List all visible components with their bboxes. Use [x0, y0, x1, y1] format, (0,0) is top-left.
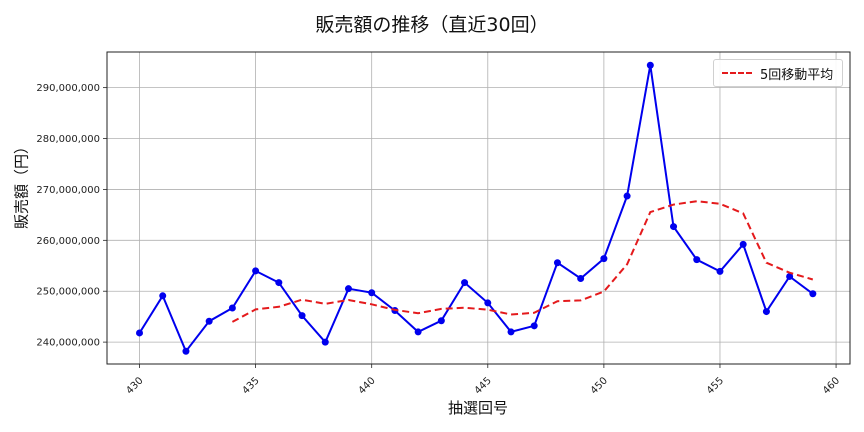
data-point: [670, 223, 678, 231]
y-tick-label: 260,000,000: [36, 236, 100, 247]
data-point: [275, 279, 283, 287]
data-point: [716, 267, 724, 275]
data-point: [739, 240, 747, 248]
data-point: [344, 285, 352, 293]
data-point: [414, 328, 422, 336]
y-tick-label: 290,000,000: [36, 83, 100, 94]
y-tick-label: 270,000,000: [36, 185, 100, 196]
data-point: [809, 290, 817, 298]
x-tick-label: 460: [821, 375, 842, 396]
data-point: [182, 347, 190, 355]
data-point: [577, 274, 585, 282]
x-tick-label: 445: [473, 375, 494, 396]
x-tick-label: 435: [240, 375, 261, 396]
data-point: [484, 299, 492, 307]
legend: 5回移動平均: [713, 59, 843, 87]
data-point: [693, 256, 701, 264]
data-point: [252, 267, 260, 275]
axes-frame: [106, 51, 851, 365]
y-tick-label: 240,000,000: [36, 338, 100, 349]
data-point: [461, 279, 469, 287]
x-tick-label: 455: [705, 375, 726, 396]
data-point: [437, 317, 445, 325]
x-axis-label: 抽選回号: [447, 399, 508, 417]
data-point: [530, 322, 538, 330]
moving-average-line: [231, 200, 814, 323]
data-point: [623, 192, 631, 200]
x-tick-label: 440: [357, 375, 378, 396]
data-point: [553, 259, 561, 267]
data-point: [159, 292, 167, 300]
y-tick-label: 280,000,000: [36, 134, 100, 145]
data-point: [136, 329, 144, 337]
data-point: [600, 255, 608, 263]
data-point: [507, 328, 515, 336]
sales-line: [138, 65, 814, 354]
data-point: [762, 308, 770, 316]
data-point: [646, 61, 654, 69]
data-point: [205, 317, 213, 325]
data-point: [228, 304, 236, 312]
legend-label: 5回移動平均: [760, 67, 834, 83]
legend-dashed-line-icon: [722, 72, 752, 74]
chart-title: 販売額の推移（直近30回）: [315, 14, 549, 36]
data-point: [298, 312, 306, 320]
y-tick-label: 250,000,000: [36, 287, 100, 298]
data-point: [321, 338, 329, 346]
data-point: [786, 272, 794, 280]
x-tick-label: 450: [589, 375, 610, 396]
x-tick-label: 430: [124, 375, 145, 396]
data-point: [368, 289, 376, 297]
